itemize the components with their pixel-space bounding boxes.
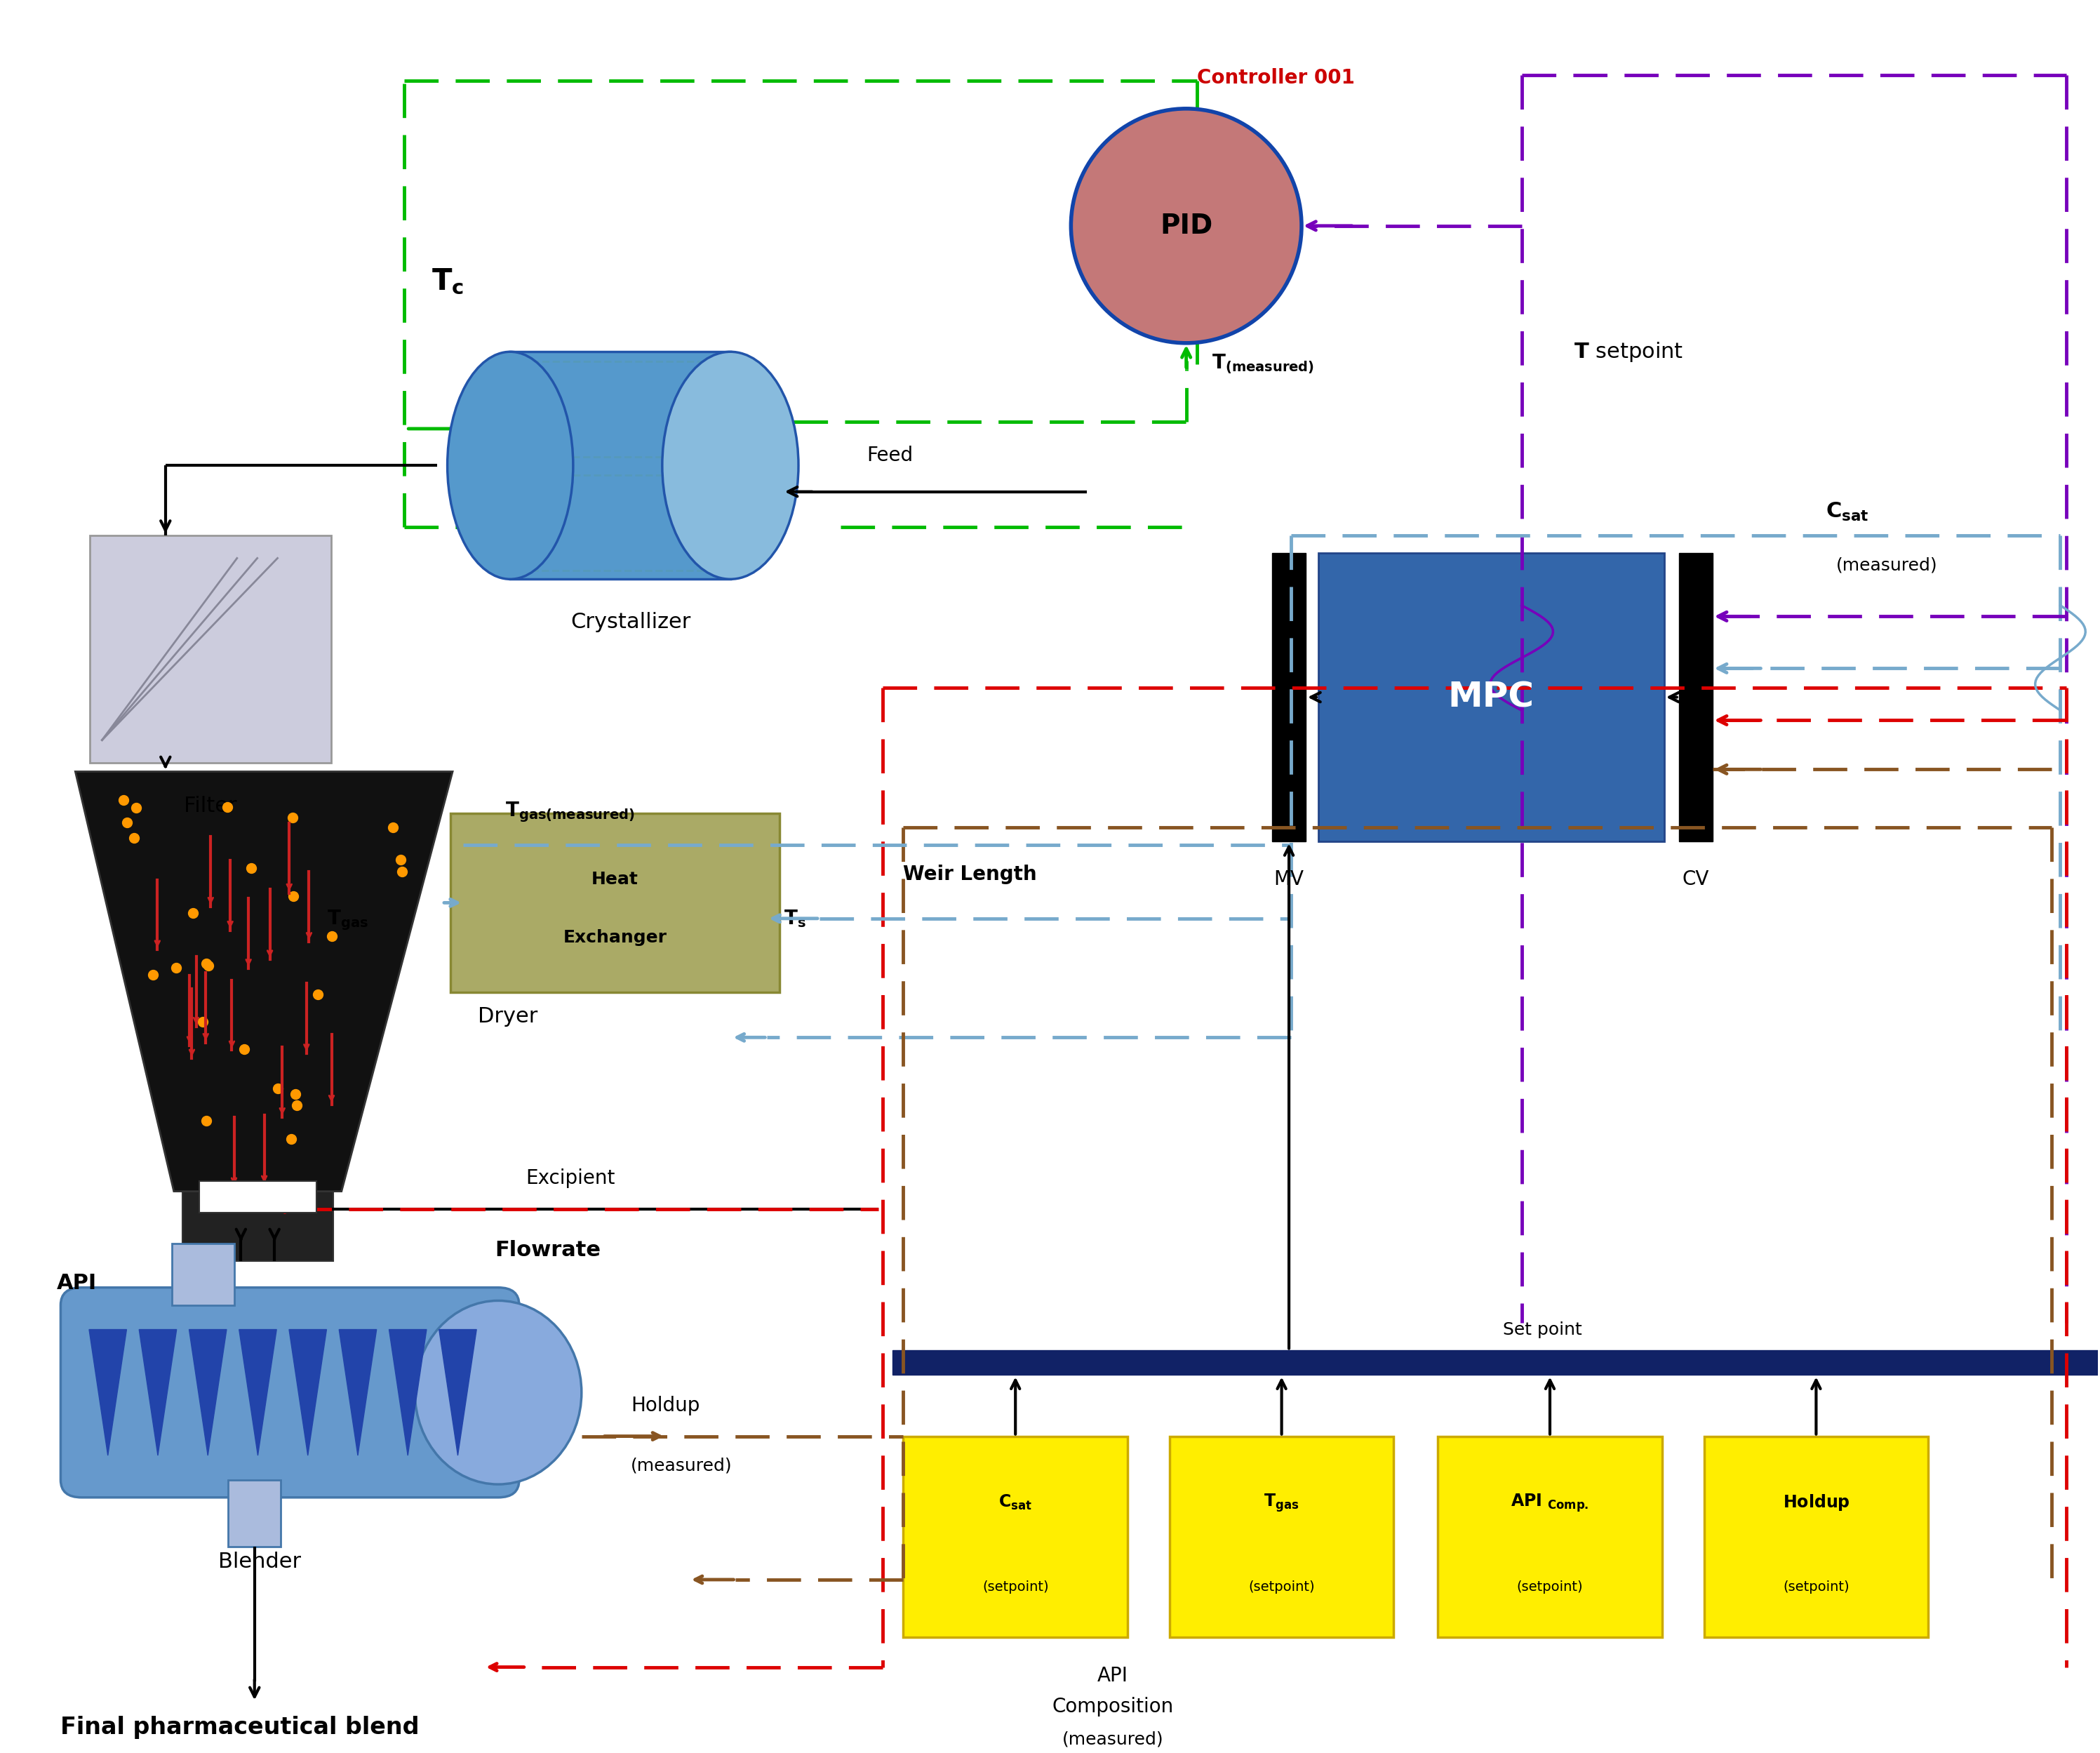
Text: $\mathbf{T_s}$: $\mathbf{T_s}$: [783, 908, 806, 929]
Text: Heat: Heat: [592, 871, 638, 887]
Text: (measured): (measured): [1835, 557, 1938, 573]
Bar: [229, 1480, 281, 1546]
Bar: [892, 1350, 2098, 1374]
Polygon shape: [139, 1329, 176, 1455]
Bar: [1678, 552, 1712, 841]
Polygon shape: [388, 1329, 426, 1455]
Bar: [183, 1192, 334, 1262]
Ellipse shape: [447, 352, 573, 578]
Bar: [1273, 552, 1306, 841]
Text: $\mathbf{T_{(measured)}}$: $\mathbf{T_{(measured)}}$: [1212, 352, 1315, 375]
Text: $\mathbf{Holdup}$: $\mathbf{Holdup}$: [1783, 1494, 1850, 1513]
Bar: [903, 1436, 1128, 1637]
Bar: [1170, 1436, 1394, 1637]
Ellipse shape: [416, 1301, 582, 1485]
Text: Dryer: Dryer: [479, 1006, 538, 1027]
Bar: [1319, 552, 1663, 841]
Text: CV: CV: [1682, 869, 1709, 889]
Polygon shape: [76, 771, 454, 1192]
Polygon shape: [88, 1329, 126, 1455]
Text: Set point: Set point: [1504, 1322, 1581, 1338]
Text: Crystallizer: Crystallizer: [571, 612, 691, 633]
Text: Blender: Blender: [218, 1551, 300, 1572]
Polygon shape: [290, 1329, 328, 1455]
Polygon shape: [189, 1329, 227, 1455]
Text: Excipient: Excipient: [525, 1167, 615, 1189]
Text: Filter: Filter: [185, 796, 237, 815]
Text: $\mathbf{T}$ setpoint: $\mathbf{T}$ setpoint: [1575, 340, 1684, 363]
Ellipse shape: [1071, 109, 1302, 344]
Text: Holdup: Holdup: [630, 1395, 699, 1415]
Ellipse shape: [662, 352, 798, 578]
Text: Final pharmaceutical blend: Final pharmaceutical blend: [61, 1716, 420, 1739]
Text: MPC: MPC: [1449, 680, 1535, 713]
Text: (setpoint): (setpoint): [1783, 1581, 1850, 1593]
Text: (setpoint): (setpoint): [983, 1581, 1048, 1593]
Text: Flowrate: Flowrate: [493, 1241, 601, 1260]
Bar: [1439, 1436, 1661, 1637]
Polygon shape: [239, 1329, 277, 1455]
Text: $\mathbf{T_{gas}}$: $\mathbf{T_{gas}}$: [328, 908, 368, 933]
Bar: [199, 1182, 317, 1213]
Text: Exchanger: Exchanger: [563, 929, 668, 947]
Text: (measured): (measured): [1063, 1730, 1163, 1748]
Text: $\mathbf{T_{gas(measured)}}$: $\mathbf{T_{gas(measured)}}$: [504, 801, 634, 824]
Polygon shape: [439, 1329, 477, 1455]
Text: (setpoint): (setpoint): [1516, 1581, 1583, 1593]
Text: API: API: [57, 1273, 97, 1294]
Text: API: API: [1098, 1665, 1128, 1685]
Text: $\mathbf{API}\ _{\mathbf{Comp.}}$: $\mathbf{API}\ _{\mathbf{Comp.}}$: [1510, 1492, 1590, 1513]
Bar: [1703, 1436, 1928, 1637]
Text: PID: PID: [1159, 212, 1212, 238]
Bar: [510, 352, 731, 578]
Text: $\mathbf{T_c}$: $\mathbf{T_c}$: [433, 266, 464, 296]
Text: (measured): (measured): [630, 1457, 733, 1474]
Text: (setpoint): (setpoint): [1247, 1581, 1315, 1593]
Polygon shape: [338, 1329, 376, 1455]
Bar: [90, 535, 332, 763]
FancyBboxPatch shape: [452, 813, 779, 992]
Bar: [172, 1245, 235, 1304]
Text: Feed: Feed: [867, 445, 913, 466]
Text: Weir Length: Weir Length: [903, 864, 1037, 884]
FancyBboxPatch shape: [61, 1287, 519, 1497]
Text: $\mathbf{C_{sat}}$: $\mathbf{C_{sat}}$: [998, 1494, 1033, 1511]
Text: MV: MV: [1275, 869, 1304, 889]
Text: $\mathbf{C_{sat}}$: $\mathbf{C_{sat}}$: [1825, 501, 1869, 522]
Text: Controller 001: Controller 001: [1197, 68, 1354, 88]
Text: $\mathbf{T_{gas}}$: $\mathbf{T_{gas}}$: [1264, 1492, 1300, 1513]
Text: Composition: Composition: [1052, 1697, 1174, 1716]
